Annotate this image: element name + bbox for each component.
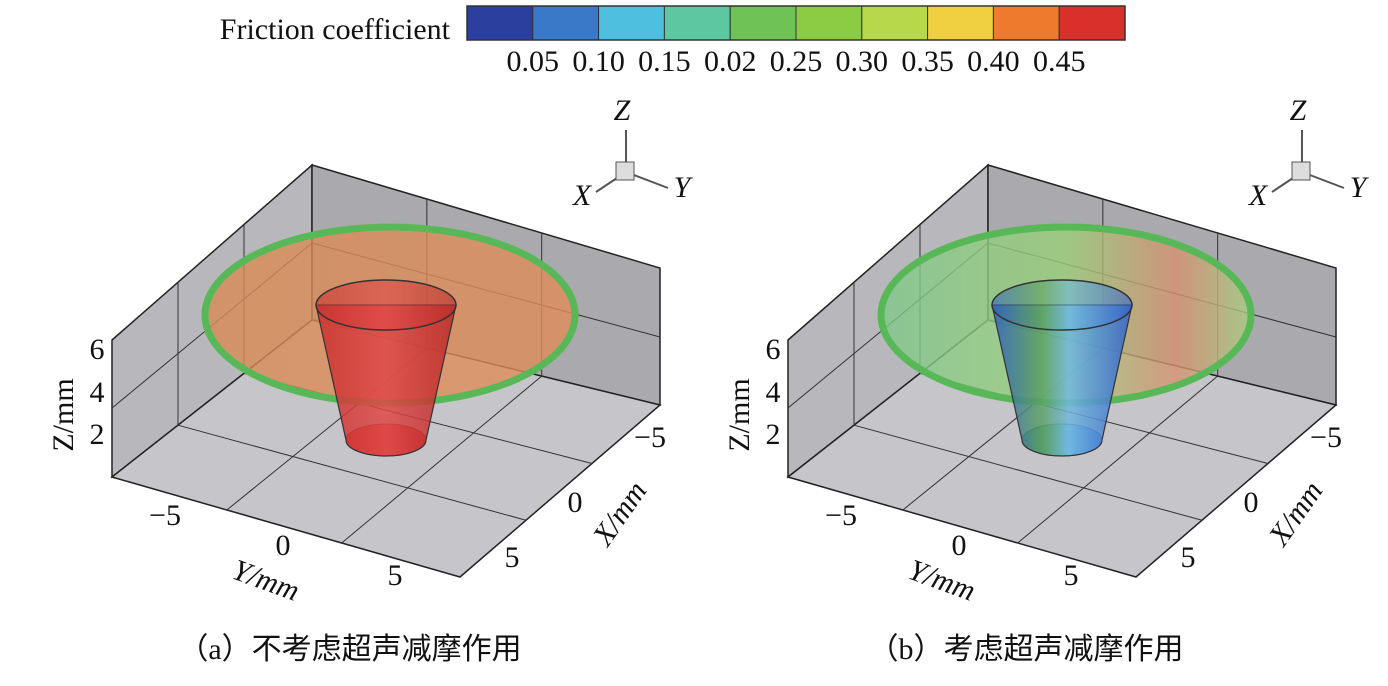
colorbar-segment xyxy=(663,5,731,41)
colorbar-segment xyxy=(466,5,534,41)
cup-top xyxy=(991,279,1133,331)
colorbar-segment xyxy=(861,5,929,41)
x-tick-label: 5 xyxy=(505,541,520,574)
axis-triad xyxy=(615,161,635,181)
y-tick-label: 0 xyxy=(276,529,291,562)
grid-line xyxy=(177,424,527,521)
z-tick-label: 6 xyxy=(90,333,105,366)
z-axis-label: Z/mm xyxy=(47,378,80,451)
y-tick-label: −5 xyxy=(825,499,857,532)
axis-name: Y xyxy=(1350,171,1370,204)
z-tick-label: 6 xyxy=(766,333,781,366)
axis-name: X xyxy=(1248,179,1269,212)
y-tick-label: 5 xyxy=(388,559,403,592)
x-tick-label: −5 xyxy=(634,421,666,454)
colorbar-tick: 0.30 xyxy=(836,45,889,78)
x-axis-label: X/mm xyxy=(586,475,654,552)
panel: Z X Y 6 4 2 Z/mm −5 0 5 Y/mm −5 0 5 X/mm （a）不考虑超声减摩作用 xyxy=(47,94,694,666)
cup-top xyxy=(315,279,457,331)
grid-line xyxy=(853,424,1203,521)
axis-triad xyxy=(1291,161,1311,181)
colorbar-segment xyxy=(992,5,1060,41)
caption: （b）考虑超声减摩作用 xyxy=(869,633,1184,666)
x-tick-label: −5 xyxy=(1310,421,1342,454)
colorbar-segment xyxy=(598,5,665,41)
y-axis-label: Y/mm xyxy=(228,553,304,607)
colorbar-tick: 0.25 xyxy=(770,45,823,78)
colorbar-frame xyxy=(466,5,1126,41)
z-tick-label: 2 xyxy=(90,418,105,451)
colorbar-segment xyxy=(532,5,600,41)
axis-name: Y xyxy=(674,171,694,204)
colorbar-segment xyxy=(927,5,994,41)
colorbar-tick: 0.15 xyxy=(638,45,691,78)
colorbar-segment xyxy=(729,5,797,41)
x-tick-label: 0 xyxy=(568,486,583,519)
colorbar-tick: 0.02 xyxy=(704,45,757,78)
colorbar-segment xyxy=(1058,5,1126,41)
cup-body xyxy=(991,304,1133,457)
z-tick-label: 4 xyxy=(90,376,105,409)
colorbar-tick: 0.35 xyxy=(901,45,954,78)
z-tick-label: 2 xyxy=(766,418,781,451)
colorbar-tick: 0.05 xyxy=(507,45,560,78)
x-tick-label: 5 xyxy=(1181,541,1196,574)
caption: （a）不考虑超声减摩作用 xyxy=(178,633,521,666)
grid-line xyxy=(341,375,543,544)
colorbar-label: Friction coefficient xyxy=(220,13,451,46)
x-tick-label: 0 xyxy=(1244,486,1259,519)
z-tick-label: 4 xyxy=(766,376,781,409)
axis-name: Z xyxy=(614,94,631,127)
axis-name: X xyxy=(572,179,593,212)
y-tick-label: 0 xyxy=(952,529,967,562)
y-axis-label: Y/mm xyxy=(904,553,980,607)
axis-name: Z xyxy=(1290,94,1307,127)
colorbar-tick: 0.45 xyxy=(1033,45,1086,78)
colorbar-tick: 0.10 xyxy=(572,45,625,78)
grid-line xyxy=(1017,375,1219,544)
panel: Z X Y 6 4 2 Z/mm −5 0 5 Y/mm −5 0 5 X/mm （b）考虑超声减摩作用 xyxy=(723,94,1370,666)
colorbar-segment xyxy=(795,5,863,41)
z-axis-label: Z/mm xyxy=(723,378,756,451)
y-tick-label: −5 xyxy=(149,499,181,532)
cup-body xyxy=(315,304,457,457)
y-tick-label: 5 xyxy=(1064,559,1079,592)
x-axis-label: X/mm xyxy=(1262,475,1330,552)
colorbar-tick: 0.40 xyxy=(967,45,1020,78)
